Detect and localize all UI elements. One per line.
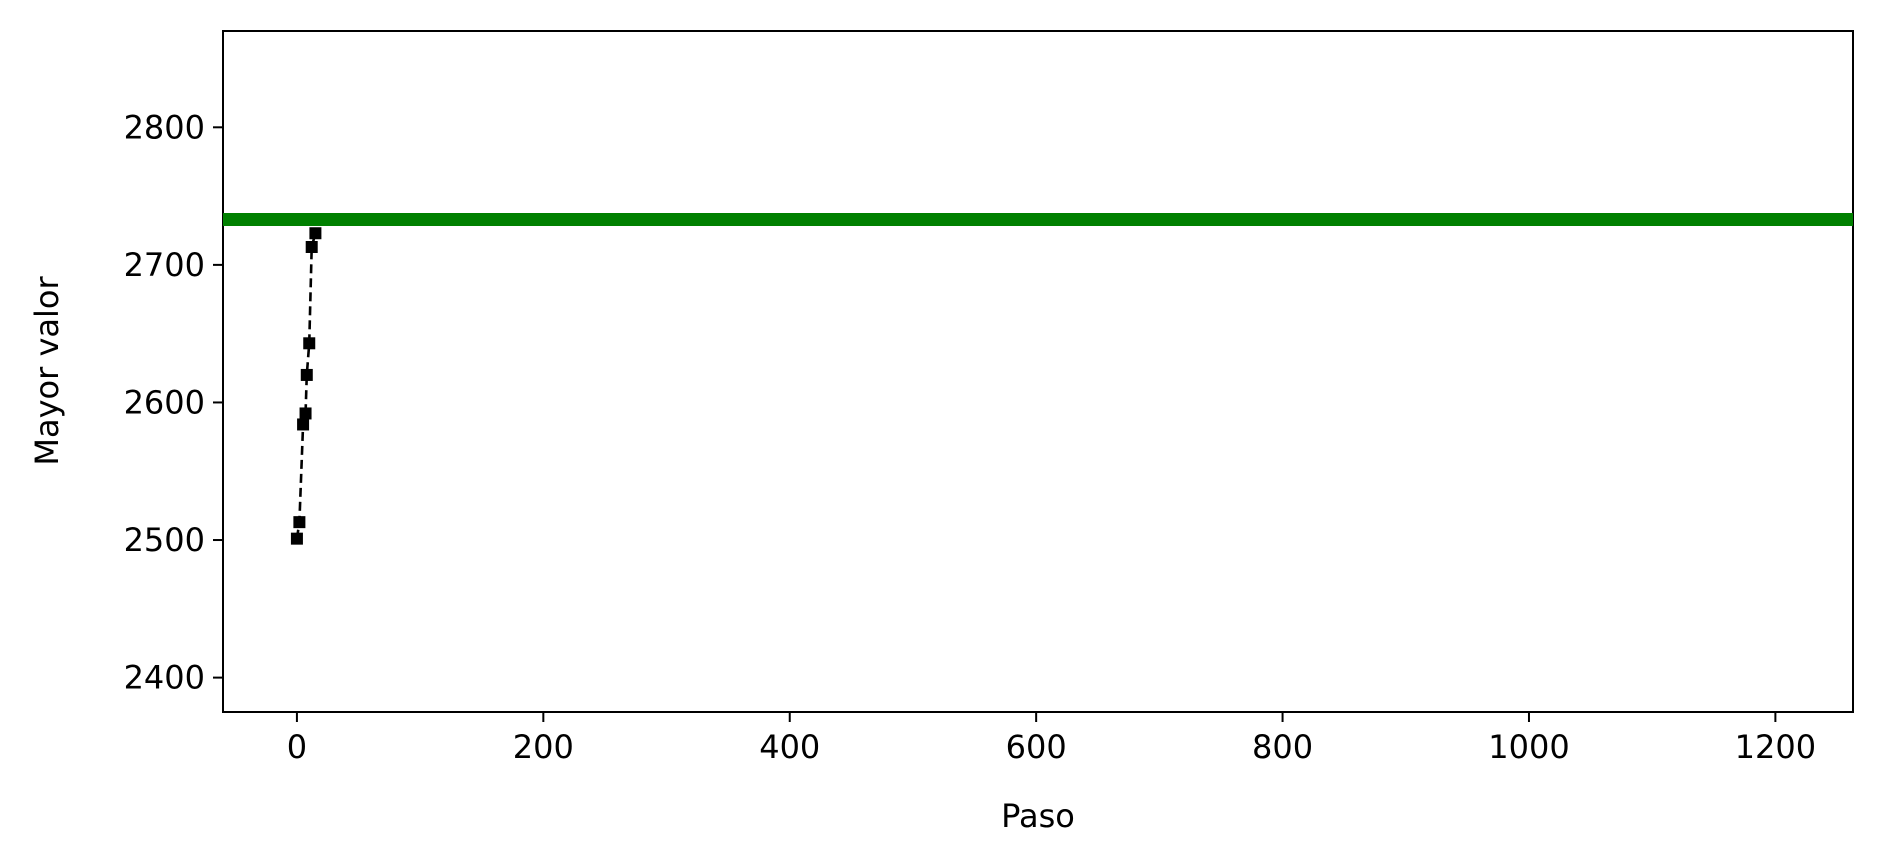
y-tick-label: 2600 <box>124 383 205 421</box>
data-point <box>293 516 305 528</box>
data-point <box>309 227 321 239</box>
series-layer <box>223 219 1853 544</box>
x-axis-label: Paso <box>1001 797 1075 835</box>
series-line <box>297 233 315 538</box>
x-tick-label: 1000 <box>1488 728 1569 766</box>
data-point <box>306 241 318 253</box>
y-tick-label: 2400 <box>124 659 205 697</box>
x-axis-ticks: 0 200 400 600 800 1000 1200 <box>287 712 1816 766</box>
x-tick-label: 200 <box>513 728 574 766</box>
y-axis-ticks: 2400 2500 2600 2700 2800 <box>124 108 223 696</box>
y-axis-label: Mayor valor <box>28 276 66 466</box>
data-point <box>303 337 315 349</box>
data-point <box>300 407 312 419</box>
x-tick-label: 600 <box>1006 728 1067 766</box>
y-tick-label: 2700 <box>124 246 205 284</box>
data-point <box>301 369 313 381</box>
x-tick-label: 0 <box>287 728 307 766</box>
x-tick-label: 1200 <box>1735 728 1816 766</box>
x-tick-label: 400 <box>759 728 820 766</box>
y-tick-label: 2800 <box>124 108 205 146</box>
data-point <box>297 418 309 430</box>
data-point <box>291 533 303 545</box>
plot-area-frame <box>223 31 1853 712</box>
x-tick-label: 800 <box>1252 728 1313 766</box>
y-tick-label: 2500 <box>124 521 205 559</box>
